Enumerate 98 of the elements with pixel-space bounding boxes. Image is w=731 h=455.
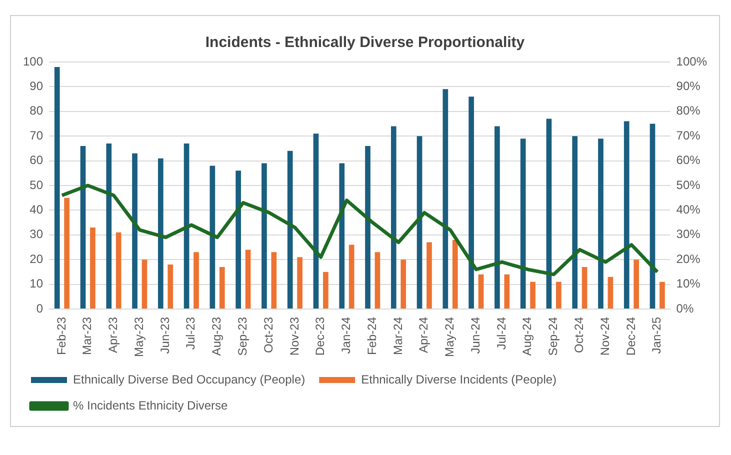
bar bbox=[400, 260, 406, 308]
x-tick-label: Oct-24 bbox=[572, 316, 586, 353]
bar bbox=[142, 260, 148, 308]
bar bbox=[184, 144, 190, 308]
y2-tick-label: 50% bbox=[676, 178, 701, 192]
x-tick-label: Apr-24 bbox=[416, 316, 431, 354]
bar bbox=[598, 138, 604, 308]
bar bbox=[582, 267, 588, 308]
bar bbox=[90, 227, 96, 308]
bar bbox=[442, 89, 448, 308]
bar bbox=[634, 260, 639, 308]
y-tick-label: 20 bbox=[30, 252, 44, 266]
x-tick-label: Jul-24 bbox=[494, 316, 508, 350]
y-tick-label: 90 bbox=[30, 79, 44, 94]
bar bbox=[54, 66, 60, 308]
y2-tick-label: 0% bbox=[676, 301, 694, 316]
y-tick-label: 100 bbox=[22, 54, 44, 68]
x-tick-label: Sep-23 bbox=[235, 316, 250, 356]
x-tick-label: Mar-24 bbox=[390, 316, 405, 355]
bar bbox=[219, 267, 225, 308]
bar bbox=[365, 146, 370, 308]
bar bbox=[650, 124, 656, 308]
bar bbox=[348, 244, 354, 308]
x-tick-label: Dec-24 bbox=[624, 316, 638, 356]
bar bbox=[416, 136, 422, 308]
bar bbox=[116, 232, 122, 308]
y2-tick-label: 100% bbox=[676, 54, 708, 68]
bar bbox=[271, 252, 277, 308]
x-tick-label: Nov-23 bbox=[287, 316, 302, 356]
bar bbox=[168, 264, 174, 308]
bar bbox=[530, 282, 536, 308]
y-tick-label: 30 bbox=[30, 227, 44, 242]
x-tick-label: May-23 bbox=[132, 316, 146, 357]
bar bbox=[132, 153, 138, 308]
bar bbox=[494, 126, 500, 308]
x-tick-label: Sep-24 bbox=[546, 316, 560, 356]
x-tick-label: Nov-24 bbox=[598, 316, 612, 356]
bar bbox=[374, 252, 380, 308]
x-tick-label: Mar-23 bbox=[80, 316, 94, 355]
bar bbox=[520, 138, 526, 308]
y2-tick-label: 20% bbox=[676, 252, 701, 266]
bar bbox=[245, 250, 251, 308]
legend-label: Ethnically Diverse Incidents (People) bbox=[361, 372, 557, 386]
bar bbox=[210, 166, 216, 308]
bar bbox=[106, 144, 112, 308]
bar bbox=[468, 96, 474, 308]
y-tick-label: 40 bbox=[30, 202, 44, 217]
bar bbox=[194, 252, 199, 308]
bar bbox=[452, 240, 458, 308]
bar bbox=[390, 126, 396, 308]
x-tick-label: Jun-24 bbox=[468, 316, 482, 354]
x-tick-label: Aug-24 bbox=[520, 316, 534, 356]
bar bbox=[608, 276, 614, 308]
y2-tick-label: 30% bbox=[676, 227, 701, 242]
y-tick-label: 10 bbox=[30, 276, 44, 291]
y2-tick-label: 40% bbox=[676, 202, 701, 217]
x-tick-label: Oct-23 bbox=[261, 316, 276, 353]
y-tick-label: 80 bbox=[30, 104, 44, 118]
y2-tick-label: 10% bbox=[676, 276, 701, 291]
y2-tick-label: 60% bbox=[676, 153, 701, 168]
bar bbox=[546, 118, 552, 308]
x-tick-label: Feb-24 bbox=[364, 316, 379, 356]
bar bbox=[426, 242, 432, 308]
x-tick-label: Dec-23 bbox=[313, 316, 328, 356]
bar bbox=[339, 163, 345, 308]
y2-tick-label: 80% bbox=[676, 104, 701, 118]
bar bbox=[572, 136, 578, 308]
x-tick-label: Apr-23 bbox=[106, 316, 120, 354]
bar bbox=[158, 158, 164, 308]
y-tick-label: 70 bbox=[30, 128, 44, 142]
x-tick-label: Jan-25 bbox=[650, 316, 664, 354]
x-tick-label: Feb-23 bbox=[54, 316, 68, 356]
x-tick-label: Jan-24 bbox=[339, 316, 354, 354]
x-tick-label: Jul-23 bbox=[184, 316, 198, 350]
bar bbox=[504, 274, 510, 308]
bar bbox=[313, 134, 319, 308]
y2-tick-label: 90% bbox=[676, 79, 701, 94]
bar bbox=[80, 146, 86, 308]
bar bbox=[262, 163, 267, 308]
bar bbox=[660, 282, 665, 308]
x-tick-label: Aug-23 bbox=[210, 316, 224, 356]
x-tick-label: May-24 bbox=[442, 316, 457, 357]
bar bbox=[478, 274, 484, 308]
y-tick-label: 50 bbox=[30, 178, 44, 192]
bar bbox=[624, 121, 630, 308]
bar bbox=[287, 150, 293, 308]
y2-tick-label: 70% bbox=[676, 128, 701, 142]
legend-label: Ethnically Diverse Bed Occupancy (People) bbox=[73, 372, 306, 386]
y-tick-label: 60 bbox=[30, 153, 44, 168]
legend-label: % Incidents Ethnicity Diverse bbox=[73, 398, 228, 412]
y-tick-label: 0 bbox=[36, 301, 44, 316]
bar bbox=[556, 282, 562, 308]
bar bbox=[236, 170, 241, 308]
x-tick-label: Jun-23 bbox=[158, 316, 172, 354]
bar bbox=[297, 257, 302, 308]
chart-title: Incidents - Ethnically Diverse Proportionality bbox=[205, 34, 526, 52]
bar bbox=[64, 198, 70, 308]
bar bbox=[323, 272, 328, 308]
